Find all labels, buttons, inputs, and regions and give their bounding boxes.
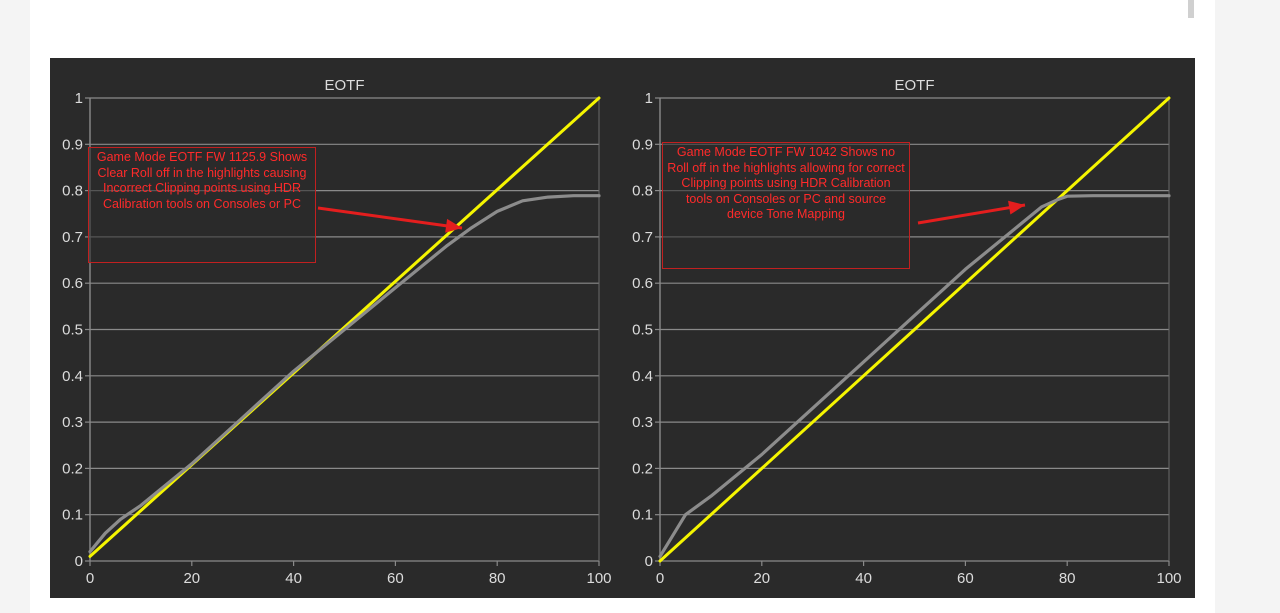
y-tick-label: 0.9 [632,136,653,153]
chart-title: EOTF [895,77,935,94]
y-tick-label: 0.8 [632,183,653,200]
target-eotf-line [658,96,1171,563]
y-tick-label: 0 [645,553,653,570]
annotation-right: Game Mode EOTF FW 1042 Shows no Roll off… [662,142,910,269]
y-tick-label: 0.5 [632,322,653,339]
chart-right: EOTF 0 0.1 0.2 0.3 0.4 0.5 0.6 0.7 0.8 0.9 1 0 20 40 60… [632,77,1181,587]
scrollbar-thumb[interactable] [1188,0,1194,18]
y-tick-label: 0.7 [632,229,653,246]
x-tick-label: 20 [183,570,200,587]
x-tick-label: 80 [489,570,506,587]
y-tick-label: 0.3 [632,414,653,431]
annotation-arrowhead [1008,200,1025,215]
y-tick-label: 0.6 [632,275,653,292]
y-tick-label: 1 [75,90,83,107]
y-tick-label: 0.2 [632,460,653,477]
y-tick-label: 0.3 [62,414,83,431]
x-tick-label: 60 [957,570,974,587]
x-tick-label: 60 [387,570,404,587]
annotation-arrowhead [445,218,462,233]
chart-title: EOTF [325,77,365,94]
y-tick-label: 0.1 [62,507,83,524]
x-tick-label: 0 [656,570,664,587]
x-tick-label: 80 [1059,570,1076,587]
annotation-left: Game Mode EOTF FW 1125.9 Shows Clear Rol… [88,147,316,263]
annotation-arrow [317,206,463,230]
y-tick-label: 0.7 [62,229,83,246]
annotation-arrow [917,203,1026,225]
y-tick-label: 1 [645,90,653,107]
y-tick-label: 0.5 [62,322,83,339]
chart-left: EOTF 0 0.1 0.2 0.3 0.4 0.5 0.6 0.7 0.8 0.9 1 0 20 40 60… [62,77,611,587]
eotf-charts-svg: EOTF 0 0.1 0.2 0.3 0.4 0.5 0.6 0.7 0.8 0.9 1 0 20 40 60… [62,77,1181,587]
x-tick-label: 40 [855,570,872,587]
y-tick-label: 0.4 [632,368,653,385]
measured-eotf-line [658,194,1171,558]
x-tick-label: 100 [586,570,611,587]
y-tick-label: 0.6 [62,275,83,292]
x-tick-label: 40 [285,570,302,587]
x-tick-label: 0 [86,570,94,587]
y-tick-label: 0.9 [62,136,83,153]
x-tick-label: 20 [753,570,770,587]
y-tick-label: 0.4 [62,368,83,385]
y-tick-label: 0.8 [62,183,83,200]
measured-eotf-line [88,194,601,554]
y-tick-label: 0.2 [62,460,83,477]
y-tick-label: 0 [75,553,83,570]
eotf-figure: EOTF 0 0.1 0.2 0.3 0.4 0.5 0.6 0.7 0.8 0.9 1 0 20 40 60… [50,58,1195,598]
target-eotf-line [88,96,601,558]
y-tick-label: 0.1 [632,507,653,524]
x-tick-label: 100 [1156,570,1181,587]
